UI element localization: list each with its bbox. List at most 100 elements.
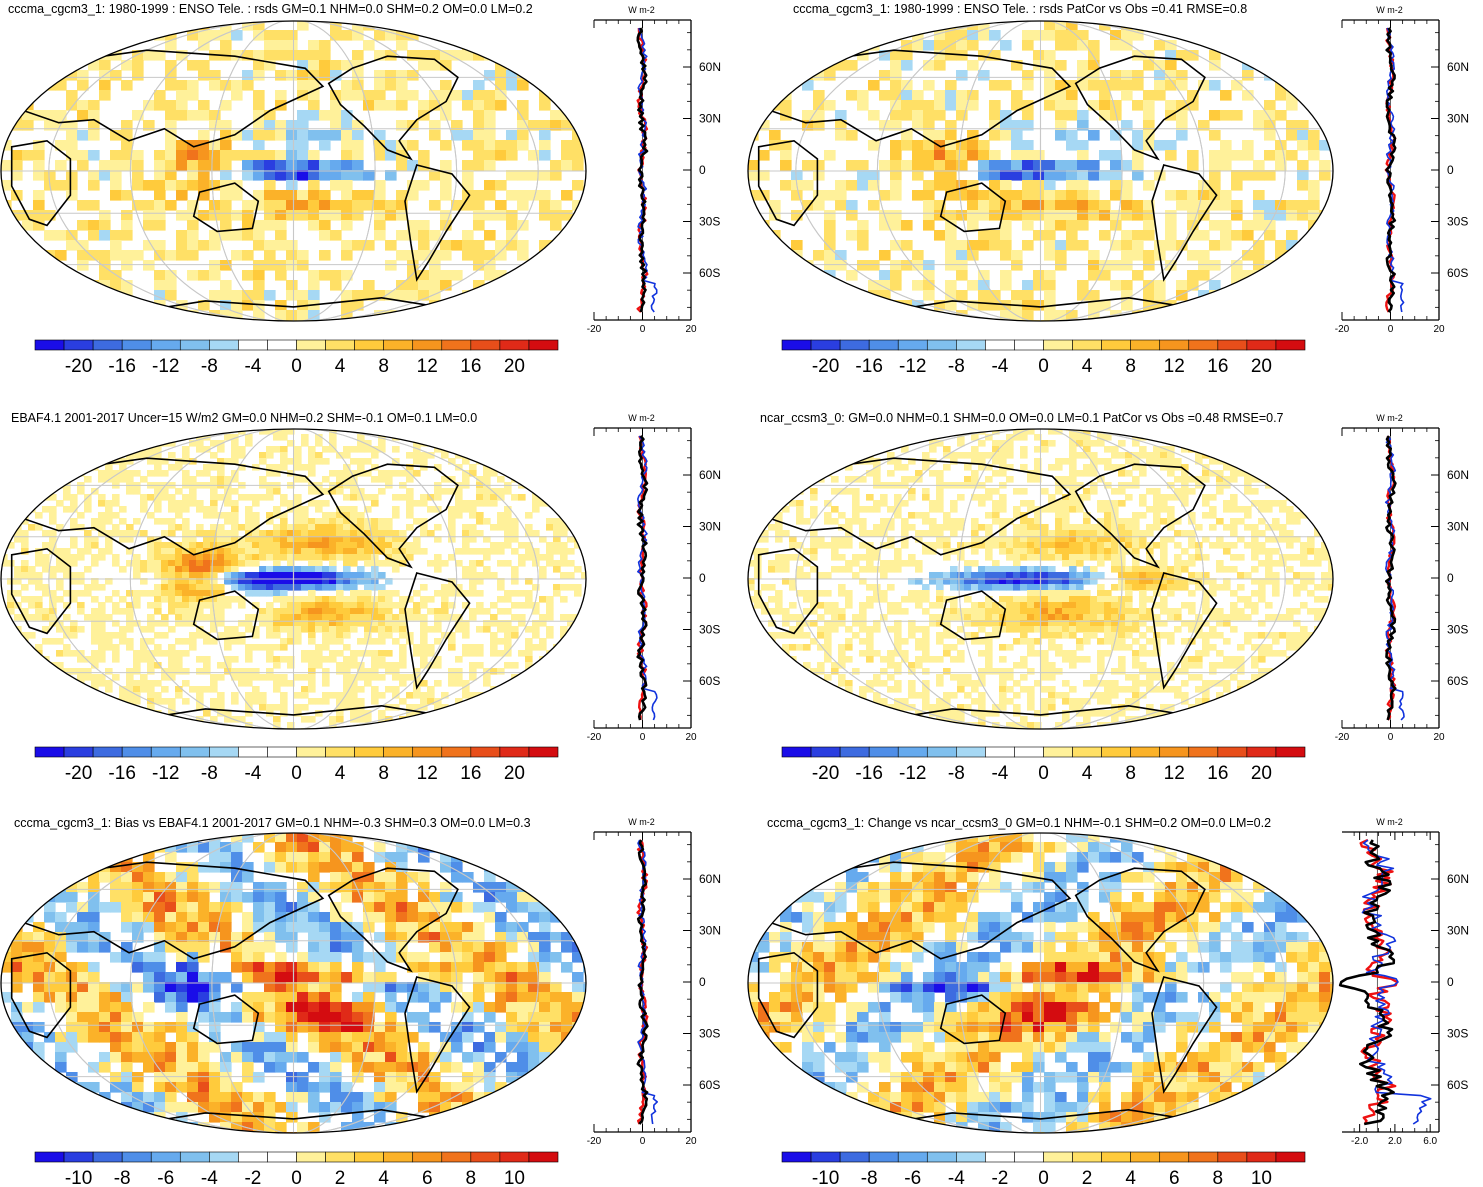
map-cell (455, 716, 463, 723)
map-cell (319, 200, 331, 211)
map-cell (448, 512, 456, 519)
map-cell (908, 476, 916, 483)
coastline (757, 49, 1072, 148)
map-cell (63, 488, 71, 495)
map-cell (890, 120, 902, 131)
map-cell (22, 110, 34, 121)
map-cell (1066, 180, 1078, 191)
map-cell (1176, 130, 1188, 141)
map-cell (273, 596, 281, 603)
colorbar-tick-label: -16 (108, 763, 135, 784)
map-cell (154, 50, 166, 61)
colorbar-tick-label: -8 (201, 763, 218, 784)
map-cell (1286, 70, 1298, 81)
map-cell (967, 200, 979, 211)
map-cell (525, 656, 533, 663)
map-cell (1181, 470, 1189, 477)
map-cell (99, 170, 111, 181)
profile-y-tick-label: 60S (699, 266, 720, 280)
map-cell (1195, 476, 1203, 483)
map-cell (1272, 476, 1280, 483)
map-cell (1143, 50, 1155, 61)
map-cell (266, 644, 274, 651)
map-cell (581, 506, 586, 513)
map-cell (511, 548, 519, 555)
map-cell (84, 590, 92, 597)
map-cell (385, 200, 397, 211)
map-cell (441, 429, 449, 435)
map-cell (275, 270, 287, 281)
map-cell (147, 620, 155, 627)
map-cell (231, 290, 243, 301)
map-cell (978, 140, 990, 151)
map-cell (252, 626, 260, 633)
map-cell (1264, 40, 1276, 51)
map-cell (890, 110, 902, 121)
map-cell (1154, 90, 1166, 101)
map-cell (42, 530, 50, 537)
map-cell (264, 60, 276, 71)
map-cell (1066, 170, 1078, 181)
map-cell (110, 230, 122, 241)
map-cell (448, 638, 456, 645)
map-cell (923, 80, 935, 91)
map-cell (343, 518, 351, 525)
map-cell (105, 536, 113, 543)
map-cell (483, 518, 491, 525)
map-cell (231, 698, 239, 705)
map-cell (1118, 429, 1126, 435)
map-cell (280, 494, 288, 501)
map-cell (539, 620, 547, 627)
map-cell (1174, 476, 1182, 483)
map-cell (462, 602, 470, 609)
map-cell (168, 704, 176, 711)
map-cell (210, 626, 218, 633)
map-cell (406, 548, 414, 555)
map-cell (1055, 464, 1063, 471)
map-cell (934, 210, 946, 221)
map-cell (273, 464, 281, 471)
map-cell (420, 614, 428, 621)
map-cell (161, 548, 169, 555)
map-cell (165, 280, 177, 291)
map-cell (1181, 464, 1189, 471)
map-cell (934, 40, 946, 51)
map-cell (308, 632, 316, 639)
map-cell (581, 710, 586, 717)
map-cell (385, 554, 393, 561)
map-cell (286, 160, 298, 171)
map-cell (364, 458, 372, 465)
map-cell (168, 464, 176, 471)
map-cell (1293, 452, 1301, 459)
map-cell (294, 548, 302, 555)
map-cell (1011, 120, 1023, 131)
map-cell (84, 656, 92, 663)
map-cell (1275, 160, 1287, 171)
map-cell (1286, 200, 1298, 211)
map-cell (352, 140, 364, 151)
map-cell (378, 614, 386, 621)
map-cell (165, 100, 177, 111)
map-cell (550, 120, 562, 131)
map-cell (84, 506, 92, 513)
map-cell (154, 458, 162, 465)
map-cell (532, 626, 540, 633)
map-cell (273, 530, 281, 537)
map-cell (539, 310, 551, 321)
map-cell (1, 614, 8, 621)
map-cell (343, 632, 351, 639)
map-cell (462, 620, 470, 627)
map-cell (140, 494, 148, 501)
map-cell (329, 716, 337, 723)
map-cell (154, 500, 162, 507)
map-cell (469, 722, 477, 729)
map-cell (1055, 170, 1067, 181)
map-cell (343, 506, 351, 513)
map-cell (350, 680, 358, 687)
map-cell (280, 578, 288, 585)
map-cell (210, 572, 218, 579)
map-cell (280, 530, 288, 537)
map-cell (835, 180, 847, 191)
map-cell (49, 434, 57, 441)
map-cell (231, 50, 243, 61)
